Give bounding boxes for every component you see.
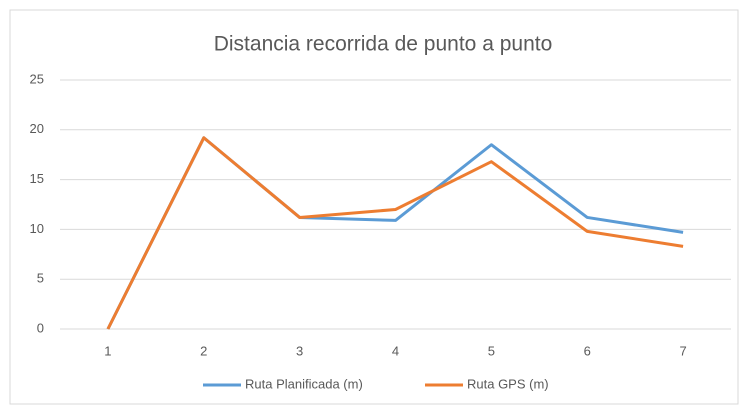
x-tick-label: 6	[584, 343, 591, 358]
y-tick-label: 25	[30, 71, 44, 86]
y-tick-label: 5	[37, 271, 44, 286]
x-tick-label: 7	[679, 343, 686, 358]
y-tick-label: 0	[37, 320, 44, 335]
x-tick-label: 4	[392, 343, 399, 358]
chart-title: Distancia recorrida de punto a punto	[214, 33, 553, 56]
x-tick-label: 2	[200, 343, 207, 358]
y-tick-label: 10	[30, 221, 44, 236]
y-tick-label: 15	[30, 171, 44, 186]
x-tick-label: 1	[104, 343, 111, 358]
x-tick-label: 5	[488, 343, 495, 358]
x-tick-label: 3	[296, 343, 303, 358]
chart-border	[9, 9, 739, 405]
y-tick-label: 20	[30, 121, 44, 136]
line-series	[106, 136, 684, 330]
legend-label: Ruta GPS (m)	[467, 376, 549, 391]
legend-label: Ruta Planificada (m)	[245, 376, 363, 391]
